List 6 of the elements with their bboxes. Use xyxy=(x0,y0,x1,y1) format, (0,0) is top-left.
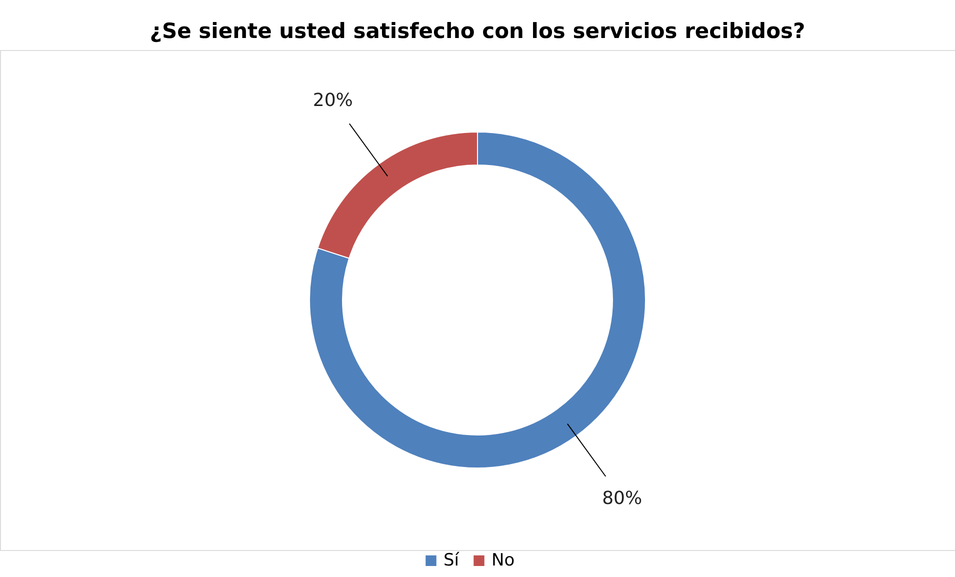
legend-label: Sí xyxy=(444,550,460,571)
chart-title: ¿Se siente usted satisfecho con los servicios recibidos? xyxy=(150,19,806,43)
legend-label: No xyxy=(492,550,515,571)
data-label: 20% xyxy=(312,90,353,111)
donut-slice xyxy=(309,132,646,468)
data-label: 80% xyxy=(602,488,642,510)
